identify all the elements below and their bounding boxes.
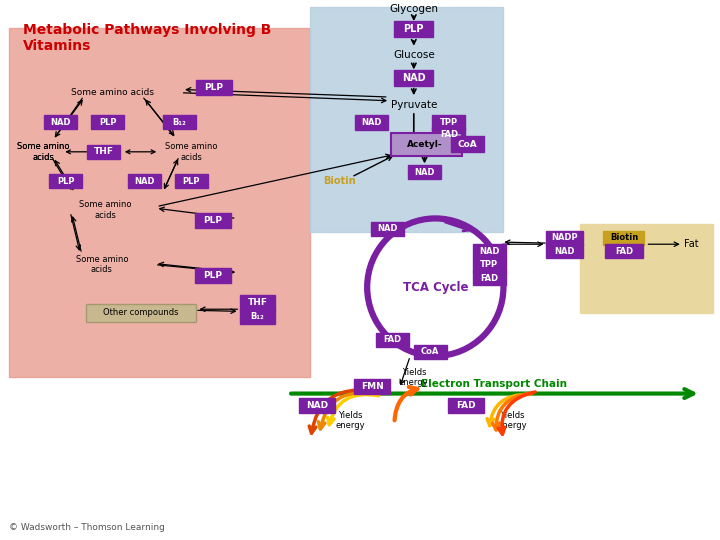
FancyBboxPatch shape (408, 165, 441, 179)
Text: Some amino
acids: Some amino acids (165, 142, 217, 161)
FancyBboxPatch shape (87, 145, 120, 159)
FancyBboxPatch shape (196, 80, 232, 95)
Text: PLP: PLP (204, 216, 222, 225)
FancyBboxPatch shape (310, 7, 503, 232)
Text: Some amino
acids: Some amino acids (79, 200, 132, 220)
FancyBboxPatch shape (414, 345, 447, 359)
Text: NAD: NAD (361, 118, 382, 127)
Text: FAD: FAD (456, 401, 476, 410)
Text: PLP: PLP (99, 118, 117, 127)
FancyBboxPatch shape (163, 115, 196, 129)
Text: PLP: PLP (183, 177, 200, 186)
Text: Metabolic Pathways Involving B
Vitamins: Metabolic Pathways Involving B Vitamins (23, 23, 271, 53)
Text: NAD: NAD (377, 224, 397, 233)
FancyBboxPatch shape (240, 309, 275, 323)
Text: Yields
energy: Yields energy (335, 411, 365, 430)
Text: PLP: PLP (57, 177, 75, 186)
Text: FAD: FAD (615, 247, 633, 256)
FancyBboxPatch shape (44, 115, 77, 129)
Text: NAD: NAD (135, 177, 155, 186)
Text: Electron Transport Chain: Electron Transport Chain (421, 379, 567, 389)
FancyBboxPatch shape (546, 244, 583, 258)
Text: PLP: PLP (204, 271, 222, 280)
FancyBboxPatch shape (355, 114, 388, 130)
Text: CoA: CoA (421, 347, 439, 356)
FancyBboxPatch shape (395, 21, 433, 37)
FancyBboxPatch shape (175, 174, 208, 188)
Text: NAD: NAD (479, 247, 500, 256)
FancyBboxPatch shape (472, 258, 505, 272)
Text: Biotin: Biotin (610, 233, 638, 242)
Text: NAD: NAD (306, 401, 328, 410)
FancyBboxPatch shape (433, 127, 465, 142)
FancyBboxPatch shape (128, 174, 161, 188)
Text: FAD: FAD (480, 274, 498, 282)
FancyBboxPatch shape (391, 133, 462, 156)
Text: NAD: NAD (554, 247, 575, 256)
Text: Some amino
acids: Some amino acids (17, 142, 69, 161)
Text: NAD: NAD (50, 118, 71, 127)
Text: NADP: NADP (551, 233, 577, 242)
FancyBboxPatch shape (606, 244, 642, 258)
FancyBboxPatch shape (354, 379, 390, 394)
Text: TCA Cycle: TCA Cycle (402, 281, 468, 294)
Text: PLP: PLP (403, 24, 424, 35)
Text: TPP: TPP (440, 118, 458, 127)
FancyBboxPatch shape (546, 231, 583, 245)
Text: © Wadsworth – Thomson Learning: © Wadsworth – Thomson Learning (9, 523, 164, 531)
FancyBboxPatch shape (50, 174, 82, 188)
FancyBboxPatch shape (472, 244, 505, 258)
Text: Other compounds: Other compounds (104, 308, 179, 318)
FancyBboxPatch shape (86, 304, 197, 322)
FancyBboxPatch shape (195, 213, 231, 228)
Text: FAD: FAD (440, 130, 458, 139)
FancyBboxPatch shape (395, 70, 433, 86)
Text: Acetyl-: Acetyl- (407, 140, 442, 149)
Text: Biotin: Biotin (323, 177, 356, 186)
FancyBboxPatch shape (371, 221, 404, 235)
FancyBboxPatch shape (580, 224, 713, 313)
Text: Pyruvate: Pyruvate (391, 99, 437, 110)
Text: FMN: FMN (361, 382, 384, 391)
Text: Glucose: Glucose (393, 50, 435, 60)
FancyBboxPatch shape (472, 271, 505, 285)
FancyBboxPatch shape (9, 28, 310, 377)
FancyBboxPatch shape (240, 295, 275, 310)
Text: B₁₂: B₁₂ (172, 118, 186, 127)
FancyBboxPatch shape (195, 268, 231, 283)
Text: B₁₂: B₁₂ (251, 312, 264, 321)
FancyBboxPatch shape (603, 231, 644, 245)
Text: Some amino
acids: Some amino acids (76, 255, 128, 274)
Text: Yields
energy: Yields energy (399, 368, 428, 387)
Text: NAD: NAD (402, 73, 426, 83)
Text: Some amino
acids: Some amino acids (17, 142, 69, 161)
Text: THF: THF (94, 147, 114, 156)
Text: TPP: TPP (480, 260, 498, 269)
FancyBboxPatch shape (451, 136, 484, 152)
Text: NAD: NAD (414, 168, 435, 177)
FancyBboxPatch shape (376, 333, 409, 347)
Text: THF: THF (248, 298, 267, 307)
Text: Some amino acids: Some amino acids (71, 88, 154, 97)
Text: FAD: FAD (383, 335, 401, 345)
Text: PLP: PLP (204, 83, 223, 92)
FancyBboxPatch shape (449, 398, 484, 413)
Text: Glycogen: Glycogen (390, 4, 438, 15)
Text: CoA: CoA (458, 140, 477, 149)
FancyBboxPatch shape (91, 115, 124, 129)
FancyBboxPatch shape (433, 114, 465, 130)
Text: Fat: Fat (684, 239, 698, 249)
Text: Yields
energy: Yields energy (498, 411, 527, 430)
FancyBboxPatch shape (299, 398, 335, 413)
